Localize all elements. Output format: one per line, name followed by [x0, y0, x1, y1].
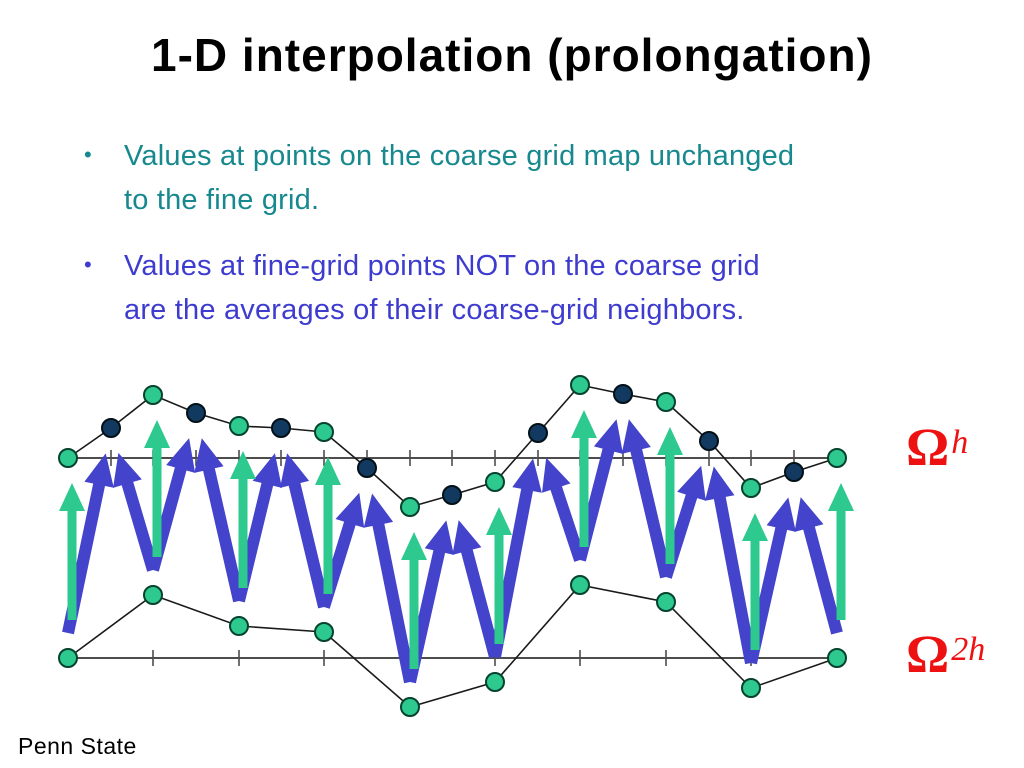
average-arrow	[113, 452, 159, 572]
omega-symbol: Ω	[906, 624, 950, 684]
copy-arrow	[742, 513, 768, 650]
coarse-grid-curve	[67, 584, 838, 708]
copy-arrow	[401, 532, 427, 669]
average-arrow	[194, 438, 245, 603]
copy-arrow	[230, 451, 256, 588]
bullet-item-fine-values: • Values at fine-grid points NOT on the …	[84, 244, 964, 332]
bullet-marker: •	[84, 142, 92, 167]
fine-grid-coarse-point	[143, 385, 163, 405]
fine-grid-interpolated-point	[186, 403, 206, 423]
bullet-line: to the fine grid.	[124, 184, 320, 216]
coarse-grid-label: Ω2h	[906, 624, 986, 684]
fine-grid-coarse-point	[314, 422, 334, 442]
copy-arrow	[315, 457, 341, 594]
fine-grid-coarse-point	[485, 472, 505, 492]
coarse-grid-point	[656, 592, 676, 612]
bullet-item-coarse-values: • Values at points on the coarse grid ma…	[84, 134, 964, 222]
bullet-text: Values at fine-grid points NOT on the co…	[124, 244, 760, 332]
fine-grid-interpolated-point	[101, 418, 121, 438]
copy-arrow	[486, 507, 512, 644]
coarse-grid-point	[400, 697, 420, 717]
fine-grid-superscript: h	[951, 423, 969, 461]
fine-grid-interpolated-point	[699, 431, 719, 451]
average-arrow	[621, 419, 672, 579]
fine-grid-interpolated-point	[357, 458, 377, 478]
bullet-list: • Values at points on the coarse grid ma…	[84, 134, 964, 354]
coarse-grid-point	[143, 585, 163, 605]
bullet-line: Values at fine-grid points NOT on the co…	[124, 250, 760, 282]
copy-arrow	[657, 427, 683, 564]
bullet-line: are the averages of their coarse-grid ne…	[124, 294, 745, 326]
coarse-grid-point	[827, 648, 847, 668]
fine-grid-coarse-point	[656, 392, 676, 412]
average-arrow	[542, 457, 586, 562]
coarse-grid-point	[229, 616, 249, 636]
average-arrow	[280, 453, 330, 609]
average-arrow	[794, 497, 843, 635]
coarse-grid-point	[570, 575, 590, 595]
fine-grid-interpolated-point	[528, 423, 548, 443]
fine-grid-coarse-point	[741, 478, 761, 498]
fine-grid-coarse-point	[229, 416, 249, 436]
average-arrow	[452, 520, 501, 659]
fine-grid-interpolated-point	[613, 384, 633, 404]
copy-arrow	[828, 483, 854, 620]
coarse-grid-superscript: 2h	[951, 630, 986, 668]
coarse-grid-point	[741, 678, 761, 698]
copy-arrow	[59, 483, 85, 620]
average-arrow	[363, 493, 416, 684]
fine-grid-coarse-point	[58, 448, 78, 468]
slide-title: 1-D interpolation (prolongation)	[151, 29, 873, 81]
fine-grid-interpolated-point	[442, 485, 462, 505]
footer-text: Penn State	[18, 733, 137, 759]
bullet-text: Values at points on the coarse grid map …	[124, 134, 794, 222]
fine-grid-coarse-point	[570, 375, 590, 395]
copy-arrow	[571, 410, 597, 547]
fine-grid-label: Ωh	[906, 417, 969, 477]
fine-grid-interpolated-point	[271, 418, 291, 438]
fine-grid-coarse-point	[400, 497, 420, 517]
fine-grid-interpolated-point	[784, 462, 804, 482]
coarse-grid-point	[485, 672, 505, 692]
copy-arrow	[144, 420, 170, 557]
coarse-grid-point	[314, 622, 334, 642]
coarse-grid-point	[58, 648, 78, 668]
fine-grid-coarse-point	[827, 448, 847, 468]
bullet-line: Values at points on the coarse grid map …	[124, 140, 795, 172]
average-arrow	[705, 466, 757, 665]
omega-symbol: Ω	[906, 417, 950, 477]
bullet-marker: •	[84, 252, 92, 277]
